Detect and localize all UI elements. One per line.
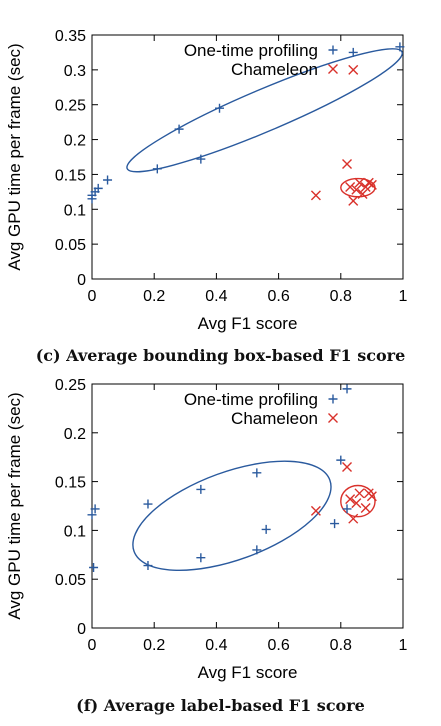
y-tick-label: 0.15 xyxy=(55,475,86,492)
point-one-time-profiling xyxy=(330,519,340,529)
point-one-time-profiling xyxy=(252,545,262,555)
point-one-time-profiling xyxy=(342,384,352,394)
point-chameleon xyxy=(366,179,377,190)
point-one-time-profiling xyxy=(348,47,358,57)
x-tick-label: 0 xyxy=(88,637,97,654)
chart-f: 0 0.2 0.4 0.6 0.8 1 0 0.05 0.1 0.15 0.2 0.25 Avg F1 … xyxy=(5,377,408,682)
x-tick-label: 0.2 xyxy=(143,288,165,305)
point-chameleon xyxy=(348,513,359,524)
point-chameleon xyxy=(366,491,377,502)
y-tick-label: 0.05 xyxy=(55,572,86,589)
point-one-time-profiling xyxy=(143,561,153,571)
point-one-time-profiling xyxy=(174,124,184,134)
point-one-time-profiling xyxy=(336,455,346,465)
cluster-ellipse xyxy=(340,484,376,518)
y-tick-label: 0.15 xyxy=(55,167,86,184)
point-one-time-profiling xyxy=(261,524,271,534)
plot-frame xyxy=(91,34,404,280)
point-chameleon xyxy=(310,190,321,201)
point-chameleon xyxy=(348,64,359,75)
point-chameleon xyxy=(345,494,356,505)
x-tick-label: 0.2 xyxy=(143,637,165,654)
point-chameleon xyxy=(342,461,353,472)
point-chameleon xyxy=(342,158,353,169)
caption-chart-c: (c) Average bounding box-based F1 score xyxy=(35,346,406,365)
y-tick-label: 0.2 xyxy=(64,133,86,150)
x-tick-label: 0.8 xyxy=(330,288,352,305)
point-one-time-profiling xyxy=(395,42,405,52)
point-chameleon xyxy=(354,177,365,188)
y-tick-label: 0.05 xyxy=(55,237,86,254)
point-one-time-profiling xyxy=(89,562,99,572)
legend-marker-x xyxy=(328,413,338,423)
x-axis-label: Avg F1 score xyxy=(198,663,298,682)
point-chameleon xyxy=(310,505,321,516)
y-axis-label: Avg GPU time per frame (sec) xyxy=(5,43,24,270)
x-tick-label: 0.8 xyxy=(330,637,352,654)
cluster-ellipse xyxy=(132,460,332,571)
x-tick-label: 0.4 xyxy=(205,288,227,305)
point-one-time-profiling xyxy=(152,164,162,174)
point-one-time-profiling xyxy=(90,504,100,514)
point-one-time-profiling xyxy=(196,553,206,563)
y-tick-label: 0.3 xyxy=(64,63,86,80)
point-one-time-profiling xyxy=(342,504,352,514)
x-axis-label: Avg F1 score xyxy=(198,314,298,333)
point-chameleon xyxy=(351,498,362,509)
legend-marker-x xyxy=(328,64,338,74)
chart-c: 0 0.2 0.4 0.6 0.8 1 0 0.05 0.1 0.15 0.2 0.25 0.3 0.35… xyxy=(5,28,408,333)
x-tick-label: 0.6 xyxy=(267,637,289,654)
legend-marker-plus xyxy=(328,45,338,55)
x-tick-label: 1 xyxy=(399,637,408,654)
y-tick-label: 0 xyxy=(77,621,86,638)
plot-frame xyxy=(91,383,404,629)
y-tick-label: 0.1 xyxy=(64,523,86,540)
legend-label: Chameleon xyxy=(231,409,318,428)
legend-marker-plus xyxy=(328,394,338,404)
legend-label: One-time profiling xyxy=(184,390,318,409)
legend-label: Chameleon xyxy=(231,60,318,79)
x-tick-label: 0.4 xyxy=(205,637,227,654)
point-chameleon xyxy=(345,181,356,192)
y-tick-label: 0.2 xyxy=(64,426,86,443)
x-tick-label: 0 xyxy=(88,288,97,305)
point-one-time-profiling xyxy=(252,468,262,478)
caption-chart-f: (f) Average label-based F1 score xyxy=(76,696,365,715)
point-chameleon xyxy=(348,195,359,206)
point-one-time-profiling xyxy=(196,154,206,164)
point-chameleon xyxy=(360,502,371,513)
point-one-time-profiling xyxy=(143,499,153,509)
x-tick-label: 1 xyxy=(399,288,408,305)
y-axis-label: Avg GPU time per frame (sec) xyxy=(5,392,24,619)
point-chameleon xyxy=(354,488,365,499)
point-chameleon xyxy=(360,181,371,192)
point-chameleon xyxy=(351,184,362,195)
y-tick-label: 0.25 xyxy=(55,98,86,115)
point-one-time-profiling xyxy=(196,484,206,494)
legend-label: One-time profiling xyxy=(184,41,318,60)
point-one-time-profiling xyxy=(93,183,103,193)
point-one-time-profiling xyxy=(215,103,225,113)
x-tick-label: 0.6 xyxy=(267,288,289,305)
point-one-time-profiling xyxy=(103,175,113,185)
point-chameleon xyxy=(357,188,368,199)
point-one-time-profiling xyxy=(87,510,97,520)
y-tick-label: 0.1 xyxy=(64,202,86,219)
y-tick-label: 0.35 xyxy=(55,28,86,45)
y-tick-label: 0.25 xyxy=(55,377,86,394)
y-tick-label: 0 xyxy=(77,272,86,289)
cluster-ellipse xyxy=(126,48,403,173)
